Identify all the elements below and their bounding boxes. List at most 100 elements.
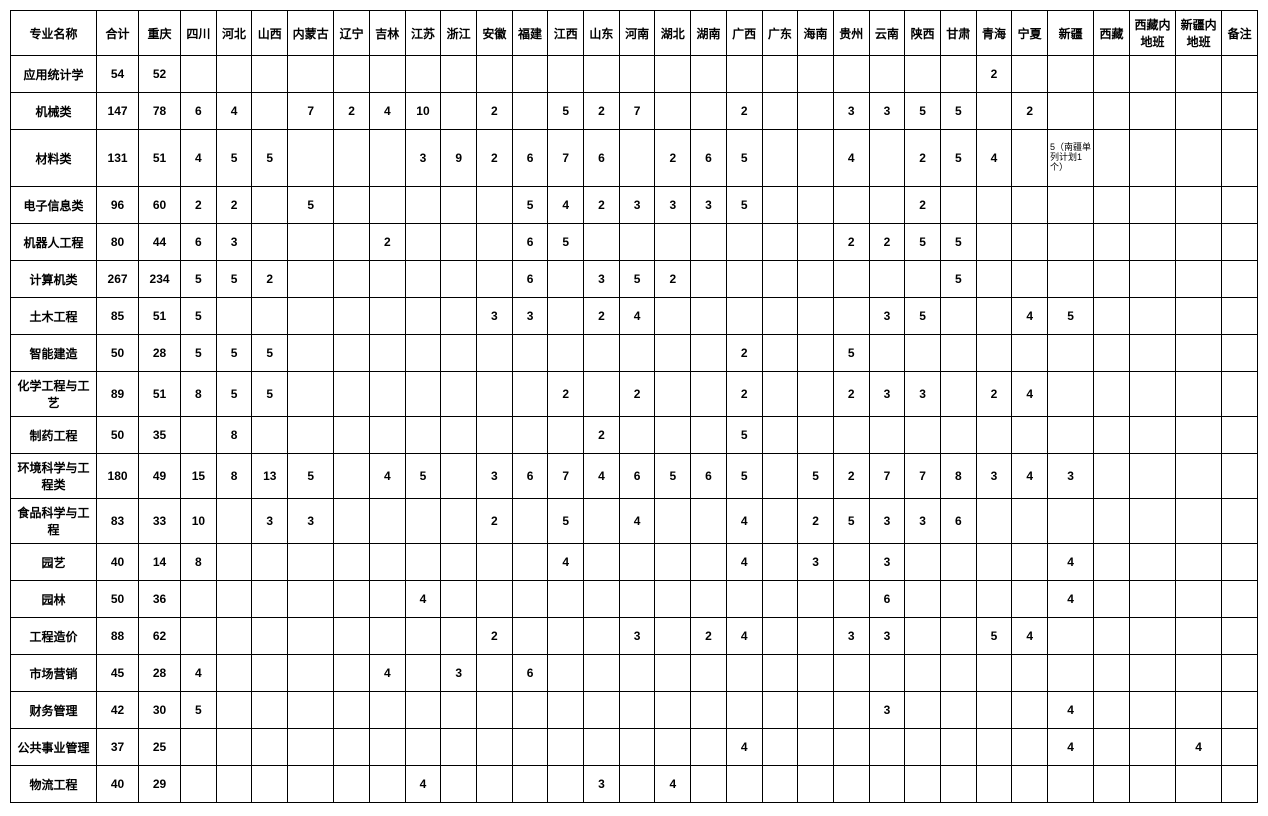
value-cell: [252, 417, 288, 454]
value-cell: [1222, 581, 1258, 618]
value-cell: 8: [940, 454, 976, 499]
value-cell: 6: [691, 130, 727, 187]
value-cell: [334, 224, 370, 261]
value-cell: [584, 692, 620, 729]
value-cell: [619, 224, 655, 261]
value-cell: [1222, 130, 1258, 187]
value-cell: 3: [512, 298, 548, 335]
value-cell: 5: [726, 187, 762, 224]
value-cell: [216, 56, 252, 93]
value-cell: 2: [726, 93, 762, 130]
value-cell: [619, 130, 655, 187]
value-cell: [288, 544, 334, 581]
value-cell: [1222, 655, 1258, 692]
value-cell: [976, 417, 1012, 454]
value-cell: 6: [512, 454, 548, 499]
value-cell: 180: [97, 454, 139, 499]
value-cell: 3: [655, 187, 691, 224]
column-header: 西藏: [1094, 11, 1130, 56]
table-header-row: 专业名称合计重庆四川河北山西内蒙古辽宁吉林江苏浙江安徽福建江西山东河南湖北湖南广…: [11, 11, 1258, 56]
value-cell: [405, 417, 441, 454]
table-row: 电子信息类966022554233352: [11, 187, 1258, 224]
value-cell: 4: [619, 499, 655, 544]
value-cell: 3: [833, 618, 869, 655]
value-cell: [940, 618, 976, 655]
table-row: 化学工程与工艺895185522223324: [11, 372, 1258, 417]
value-cell: 8: [181, 372, 217, 417]
value-cell: [1222, 692, 1258, 729]
value-cell: [1222, 335, 1258, 372]
value-cell: [216, 729, 252, 766]
column-header: 宁夏: [1012, 11, 1048, 56]
value-cell: 4: [1012, 454, 1048, 499]
value-cell: [1176, 130, 1222, 187]
value-cell: 5: [798, 454, 834, 499]
value-cell: [1176, 655, 1222, 692]
value-cell: [940, 692, 976, 729]
column-header: 新疆: [1048, 11, 1094, 56]
value-cell: 3: [869, 372, 905, 417]
value-cell: 6: [512, 130, 548, 187]
value-cell: [869, 261, 905, 298]
value-cell: [940, 56, 976, 93]
value-cell: [655, 56, 691, 93]
value-cell: [798, 93, 834, 130]
value-cell: 3: [905, 372, 941, 417]
value-cell: 5: [288, 187, 334, 224]
value-cell: 4: [369, 454, 405, 499]
value-cell: [1048, 655, 1094, 692]
value-cell: [905, 692, 941, 729]
value-cell: [334, 417, 370, 454]
value-cell: 2: [691, 618, 727, 655]
value-cell: [512, 581, 548, 618]
value-cell: [691, 417, 727, 454]
value-cell: [1094, 655, 1130, 692]
value-cell: 234: [139, 261, 181, 298]
value-cell: [584, 544, 620, 581]
value-cell: 4: [726, 544, 762, 581]
value-cell: [288, 224, 334, 261]
value-cell: [1129, 224, 1175, 261]
value-cell: [1129, 93, 1175, 130]
value-cell: 4: [181, 130, 217, 187]
value-cell: [1012, 130, 1048, 187]
value-cell: [441, 454, 477, 499]
value-cell: [1012, 692, 1048, 729]
value-cell: 2: [798, 499, 834, 544]
value-cell: 5: [252, 372, 288, 417]
value-cell: [441, 298, 477, 335]
value-cell: 2: [905, 130, 941, 187]
value-cell: [1129, 372, 1175, 417]
value-cell: 6: [869, 581, 905, 618]
table-row: 食品科学与工程83331033254425336: [11, 499, 1258, 544]
value-cell: [334, 729, 370, 766]
value-cell: [976, 261, 1012, 298]
value-cell: [1129, 618, 1175, 655]
column-header: 山西: [252, 11, 288, 56]
value-cell: [762, 372, 798, 417]
value-cell: [369, 618, 405, 655]
value-cell: [1094, 224, 1130, 261]
value-cell: 2: [976, 56, 1012, 93]
value-cell: [691, 298, 727, 335]
value-cell: 4: [726, 618, 762, 655]
value-cell: [512, 417, 548, 454]
table-row: 环境科学与工程类18049158135453674656552778343: [11, 454, 1258, 499]
value-cell: [833, 729, 869, 766]
value-cell: [1176, 581, 1222, 618]
table-row: 机器人工程8044632652255: [11, 224, 1258, 261]
column-header: 专业名称: [11, 11, 97, 56]
value-cell: [976, 655, 1012, 692]
value-cell: [334, 655, 370, 692]
value-cell: [1176, 544, 1222, 581]
value-cell: [252, 224, 288, 261]
value-cell: [1176, 692, 1222, 729]
value-cell: [252, 618, 288, 655]
value-cell: 131: [97, 130, 139, 187]
value-cell: [1094, 692, 1130, 729]
value-cell: 4: [181, 655, 217, 692]
value-cell: [477, 655, 513, 692]
value-cell: [976, 187, 1012, 224]
value-cell: 7: [548, 454, 584, 499]
value-cell: [655, 93, 691, 130]
